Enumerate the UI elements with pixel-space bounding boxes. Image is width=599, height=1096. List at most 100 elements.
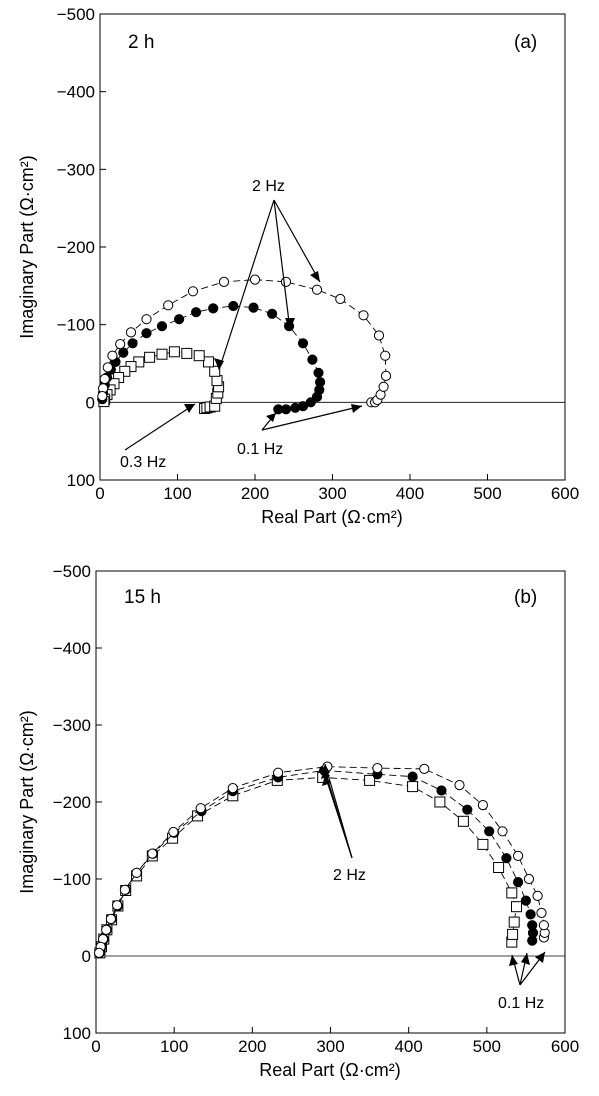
data-point-filled-circle	[528, 921, 537, 930]
data-point-open-circle	[250, 275, 259, 284]
data-point-open-circle	[374, 331, 383, 340]
data-point-open-circle	[524, 874, 533, 883]
x-axis-label: Real Part (Ω·cm²)	[259, 1060, 400, 1080]
y-tick-label: −200	[57, 238, 95, 257]
annotation-2hz: 2 Hz	[252, 178, 285, 195]
data-point-open-circle	[455, 781, 464, 790]
data-point-open-circle	[196, 804, 205, 813]
data-point-open-circle	[373, 764, 382, 773]
data-point-open-square	[478, 839, 488, 849]
data-point-open-square	[512, 902, 522, 912]
data-point-open-square	[145, 352, 155, 362]
data-point-open-square	[507, 888, 517, 898]
data-point-open-square	[408, 782, 418, 792]
x-tick-label: 0	[91, 1037, 100, 1056]
data-point-open-square	[509, 917, 519, 927]
data-point-filled-circle	[209, 304, 218, 313]
data-point-open-circle	[106, 914, 115, 923]
x-tick-label: 400	[396, 484, 424, 503]
data-point-open-square	[458, 816, 468, 826]
data-point-open-square	[508, 929, 518, 939]
data-point-filled-circle	[485, 827, 494, 836]
data-point-open-square	[157, 349, 167, 359]
data-point-filled-circle	[229, 301, 238, 310]
series-dashed-line	[100, 770, 533, 953]
x-tick-label: 400	[394, 1037, 422, 1056]
arrowhead	[310, 271, 320, 282]
data-point-open-circle	[108, 351, 117, 360]
plot-frame	[96, 571, 565, 1033]
data-point-open-circle	[188, 287, 197, 296]
arrowhead	[266, 413, 276, 422]
data-point-filled-circle	[128, 339, 137, 348]
y-tick-label: −100	[57, 316, 95, 335]
data-point-open-square	[204, 357, 214, 367]
data-point-open-circle	[336, 294, 345, 303]
data-point-open-circle	[539, 921, 548, 930]
data-point-open-square	[194, 351, 204, 361]
y-tick-label: −300	[57, 160, 95, 179]
series-dashed-line	[99, 767, 545, 953]
data-point-open-circle	[219, 277, 228, 286]
data-point-open-square	[494, 863, 504, 873]
panel-label: (b)	[514, 587, 537, 608]
data-point-filled-circle	[119, 348, 128, 357]
data-point-open-square	[435, 797, 445, 807]
data-point-open-circle	[100, 374, 109, 383]
y-tick-label: 100	[67, 471, 95, 490]
data-point-open-circle	[116, 340, 125, 349]
axis-ticks: 0 100 200 300 400 500 6001000−100−200−300−400−…	[57, 5, 579, 503]
data-point-filled-circle	[249, 303, 258, 312]
data-point-open-circle	[381, 351, 390, 360]
y-tick-label: −200	[53, 793, 91, 812]
data-point-open-circle	[478, 801, 487, 810]
data-point-filled-circle	[192, 308, 201, 317]
data-point-filled-circle	[521, 896, 530, 905]
y-tick-label: 0	[86, 393, 95, 412]
data-point-open-circle	[132, 868, 141, 877]
arrow-2hz-to-open	[274, 200, 320, 282]
x-tick-label: 300	[316, 1037, 344, 1056]
data-point-filled-circle	[316, 378, 325, 387]
data-point-filled-circle	[437, 786, 446, 795]
data-point-filled-circle	[314, 368, 323, 377]
panel-label: (a)	[514, 32, 537, 53]
data-point-filled-circle	[298, 339, 307, 348]
arrowhead	[184, 404, 195, 413]
data-point-filled-circle	[157, 322, 166, 331]
data-point-open-circle	[102, 925, 111, 934]
arrow-03hz	[125, 404, 195, 450]
data-point-open-circle	[514, 851, 523, 860]
x-tick-label: 100	[160, 1037, 188, 1056]
data-point-open-circle	[169, 827, 178, 836]
annotation-2hz: 2 Hz	[333, 867, 366, 884]
data-point-filled-circle	[281, 405, 290, 414]
time-label: 15 h	[124, 587, 161, 608]
x-tick-label: 600	[551, 484, 579, 503]
data-point-filled-circle	[463, 805, 472, 814]
y-tick-label: −500	[53, 562, 91, 581]
arrow-2hz-c	[325, 764, 352, 858]
time-label: 2 h	[128, 32, 154, 53]
data-point-open-circle	[381, 371, 390, 380]
annotation-01hz: 0.1 Hz	[237, 441, 283, 458]
x-tick-label: 600	[551, 1037, 579, 1056]
data-point-open-circle	[228, 784, 237, 793]
panel-a: 0 100 200 300 400 500 6001000−100−200−300−400−…	[17, 5, 579, 527]
data-point-open-circle	[312, 285, 321, 294]
data-point-open-square	[169, 347, 179, 357]
data-point-open-circle	[120, 885, 129, 894]
data-point-filled-circle	[308, 355, 317, 364]
data-point-filled-circle	[175, 315, 184, 324]
annotation-01hz: 0.1 Hz	[498, 995, 544, 1012]
data-point-open-circle	[95, 948, 104, 957]
y-tick-label: −100	[53, 870, 91, 889]
data-point-filled-circle	[526, 910, 535, 919]
x-tick-label: 200	[238, 1037, 266, 1056]
x-tick-label: 300	[318, 484, 346, 503]
arrowhead	[351, 404, 362, 413]
data-point-filled-circle	[502, 854, 511, 863]
data-point-open-circle	[142, 315, 151, 324]
y-tick-label: −300	[53, 716, 91, 735]
data-point-open-circle	[359, 311, 368, 320]
